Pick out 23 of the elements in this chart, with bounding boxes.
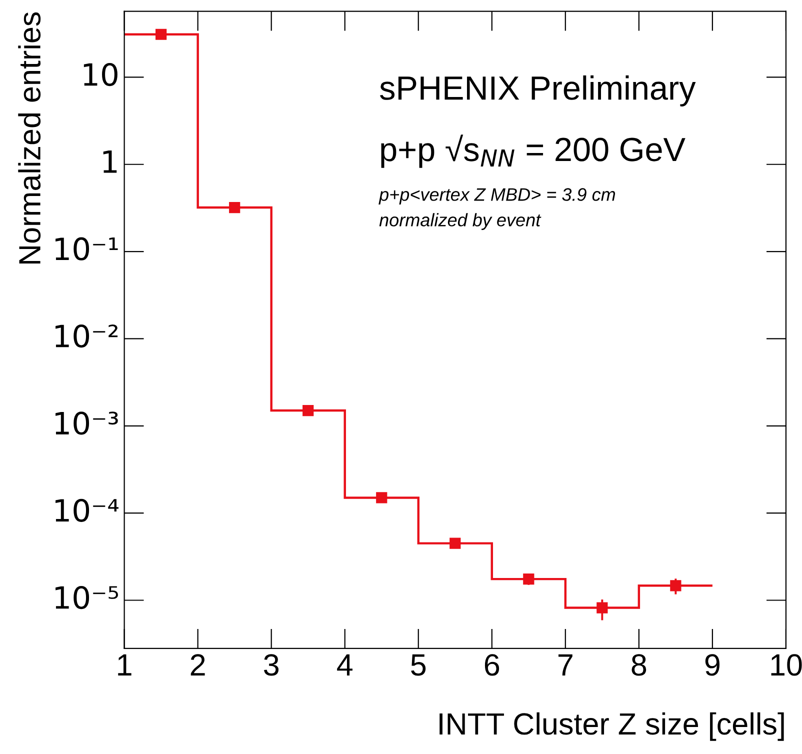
y-tick-label: 10⁻¹ (56, 237, 118, 260)
y-axis-title: Normalized entries (18, 12, 41, 264)
annotation: p+p<vertex Z MBD> = 3.9 cm (378, 188, 616, 204)
y-tick-label: 10⁻⁴ (56, 498, 118, 522)
x-tick-label: 8 (632, 654, 646, 676)
x-tick-label: 5 (411, 654, 426, 676)
x-tick-label: 6 (484, 654, 500, 676)
annotation: normalized by event (379, 213, 542, 230)
y-tick-label: 1 (103, 150, 117, 173)
x-tick-label: 3 (264, 654, 278, 676)
x-tick-label: 9 (705, 654, 720, 676)
x-tick-label: 4 (337, 654, 352, 676)
annotation: sPHENIX Preliminary (380, 75, 696, 106)
y-tick-label: 10⁻² (56, 324, 118, 348)
annotation: p+p √s$_{NN}$ = 200 GeV (381, 134, 686, 168)
y-tick-label: 10⁻³ (56, 412, 118, 435)
x-tick-label: 2 (190, 654, 205, 676)
y-tick-label: 10 (84, 62, 118, 86)
y-tick-label: 10⁻⁵ (56, 586, 118, 610)
x-tick-label: 10 (771, 654, 802, 676)
x-axis-title: INTT Cluster Z size [cells] (440, 712, 784, 741)
x-tick-label: 7 (558, 654, 572, 676)
x-tick-label: 1 (118, 654, 132, 676)
